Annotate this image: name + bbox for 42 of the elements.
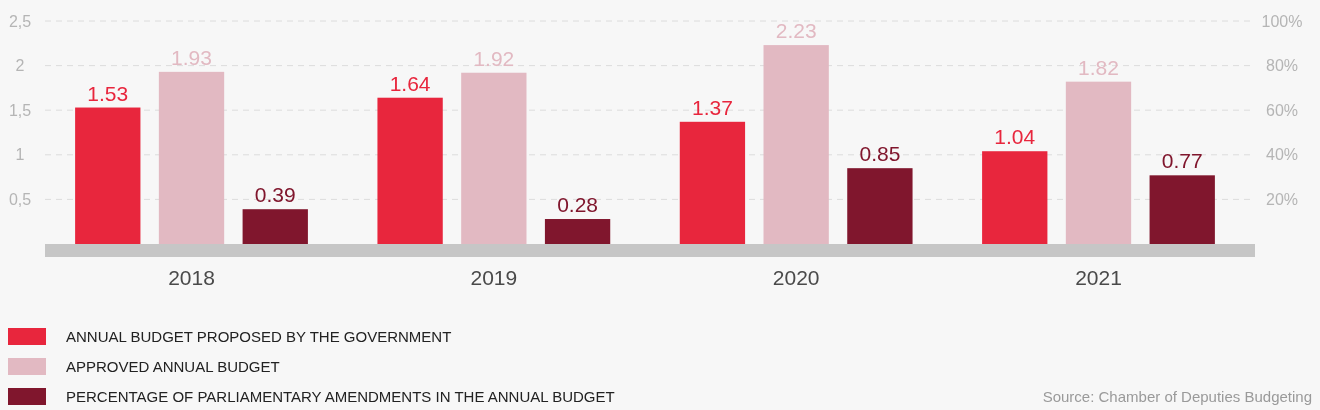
data-label: 0.77 xyxy=(1161,149,1203,173)
bar xyxy=(242,209,308,244)
x-tick-label: 2021 xyxy=(1075,266,1122,289)
bar xyxy=(377,97,443,244)
y2-tick-label: 20% xyxy=(1265,191,1299,208)
bar xyxy=(679,121,746,244)
data-label: 1.93 xyxy=(171,45,212,69)
bar xyxy=(544,219,611,244)
x-tick-label: 2020 xyxy=(772,266,820,289)
x-tick-label: 2018 xyxy=(168,266,215,289)
bar xyxy=(1065,81,1132,244)
legend-label: PERCENTAGE OF PARLIAMENTARY AMENDMENTS IN THE ANNUAL BUDGET xyxy=(66,388,615,406)
bar xyxy=(158,71,225,244)
y2-tick-label: 100% xyxy=(1261,12,1303,30)
y2-tick-label: 60% xyxy=(1265,101,1299,119)
y-tick-label: 0,5 xyxy=(8,191,32,208)
data-label: 0.85 xyxy=(859,142,901,166)
bar xyxy=(1149,175,1215,244)
data-label: 1.37 xyxy=(691,95,733,119)
data-label: 2.23 xyxy=(775,19,817,43)
data-label: 1.82 xyxy=(1078,55,1119,79)
data-label: 1.64 xyxy=(389,71,431,95)
bar xyxy=(75,107,141,244)
data-label: 1.04 xyxy=(994,125,1036,149)
data-label: 1.53 xyxy=(87,81,129,105)
x-tick-label: 2019 xyxy=(470,266,518,289)
data-label: 0.39 xyxy=(254,183,296,207)
bar xyxy=(982,151,1048,244)
bar xyxy=(763,45,829,244)
bar xyxy=(847,168,913,244)
y-tick-label: 2 xyxy=(15,57,25,75)
y-tick-label: 1 xyxy=(15,146,25,164)
y-tick-label: 1,5 xyxy=(8,101,32,119)
legend-label: APPROVED ANNUAL BUDGET xyxy=(66,358,280,376)
legend-label: ANNUAL BUDGET PROPOSED BY THE GOVERNMENT xyxy=(66,328,452,346)
source-note: Source: Chamber of Deputies Budgeting xyxy=(1042,388,1312,405)
data-label: 0.28 xyxy=(557,193,599,217)
data-label: 1.92 xyxy=(473,46,515,70)
bar xyxy=(461,72,527,244)
y2-tick-label: 80% xyxy=(1265,57,1299,75)
y-tick-label: 2,5 xyxy=(8,12,32,30)
y2-tick-label: 40% xyxy=(1265,146,1299,164)
